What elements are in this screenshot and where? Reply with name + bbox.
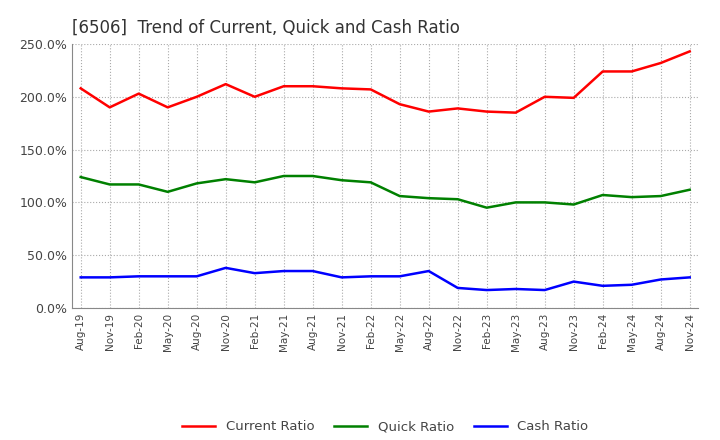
Cash Ratio xyxy=(541,287,549,293)
Cash Ratio xyxy=(192,274,201,279)
Cash Ratio xyxy=(251,271,259,276)
Quick Ratio xyxy=(657,194,665,199)
Quick Ratio xyxy=(338,178,346,183)
Text: [6506]  Trend of Current, Quick and Cash Ratio: [6506] Trend of Current, Quick and Cash … xyxy=(72,19,460,37)
Cash Ratio xyxy=(105,275,114,280)
Quick Ratio xyxy=(135,182,143,187)
Cash Ratio xyxy=(395,274,404,279)
Current Ratio xyxy=(570,95,578,100)
Cash Ratio xyxy=(279,268,288,274)
Quick Ratio xyxy=(308,173,317,179)
Cash Ratio xyxy=(627,282,636,287)
Current Ratio xyxy=(279,84,288,89)
Current Ratio xyxy=(657,60,665,66)
Current Ratio xyxy=(541,94,549,99)
Quick Ratio xyxy=(76,174,85,180)
Current Ratio xyxy=(308,84,317,89)
Line: Current Ratio: Current Ratio xyxy=(81,51,690,113)
Quick Ratio xyxy=(511,200,520,205)
Current Ratio xyxy=(105,105,114,110)
Current Ratio xyxy=(627,69,636,74)
Cash Ratio xyxy=(221,265,230,271)
Quick Ratio xyxy=(541,200,549,205)
Cash Ratio xyxy=(598,283,607,289)
Quick Ratio xyxy=(366,180,375,185)
Cash Ratio xyxy=(76,275,85,280)
Current Ratio xyxy=(221,81,230,87)
Current Ratio xyxy=(192,94,201,99)
Current Ratio xyxy=(454,106,462,111)
Current Ratio xyxy=(135,91,143,96)
Cash Ratio xyxy=(308,268,317,274)
Current Ratio xyxy=(251,94,259,99)
Current Ratio xyxy=(482,109,491,114)
Current Ratio xyxy=(366,87,375,92)
Cash Ratio xyxy=(657,277,665,282)
Quick Ratio xyxy=(482,205,491,210)
Quick Ratio xyxy=(221,176,230,182)
Cash Ratio xyxy=(482,287,491,293)
Cash Ratio xyxy=(366,274,375,279)
Quick Ratio xyxy=(598,192,607,198)
Line: Quick Ratio: Quick Ratio xyxy=(81,176,690,208)
Current Ratio xyxy=(395,102,404,107)
Quick Ratio xyxy=(192,181,201,186)
Quick Ratio xyxy=(454,197,462,202)
Quick Ratio xyxy=(105,182,114,187)
Quick Ratio xyxy=(163,189,172,194)
Quick Ratio xyxy=(251,180,259,185)
Quick Ratio xyxy=(627,194,636,200)
Cash Ratio xyxy=(135,274,143,279)
Cash Ratio xyxy=(511,286,520,292)
Current Ratio xyxy=(598,69,607,74)
Quick Ratio xyxy=(395,194,404,199)
Line: Cash Ratio: Cash Ratio xyxy=(81,268,690,290)
Current Ratio xyxy=(685,49,694,54)
Cash Ratio xyxy=(424,268,433,274)
Current Ratio xyxy=(511,110,520,115)
Cash Ratio xyxy=(454,285,462,290)
Current Ratio xyxy=(76,86,85,91)
Current Ratio xyxy=(424,109,433,114)
Cash Ratio xyxy=(163,274,172,279)
Cash Ratio xyxy=(338,275,346,280)
Current Ratio xyxy=(338,86,346,91)
Quick Ratio xyxy=(279,173,288,179)
Quick Ratio xyxy=(570,202,578,207)
Current Ratio xyxy=(163,105,172,110)
Cash Ratio xyxy=(685,275,694,280)
Cash Ratio xyxy=(570,279,578,284)
Quick Ratio xyxy=(424,195,433,201)
Quick Ratio xyxy=(685,187,694,192)
Legend: Current Ratio, Quick Ratio, Cash Ratio: Current Ratio, Quick Ratio, Cash Ratio xyxy=(177,415,593,439)
